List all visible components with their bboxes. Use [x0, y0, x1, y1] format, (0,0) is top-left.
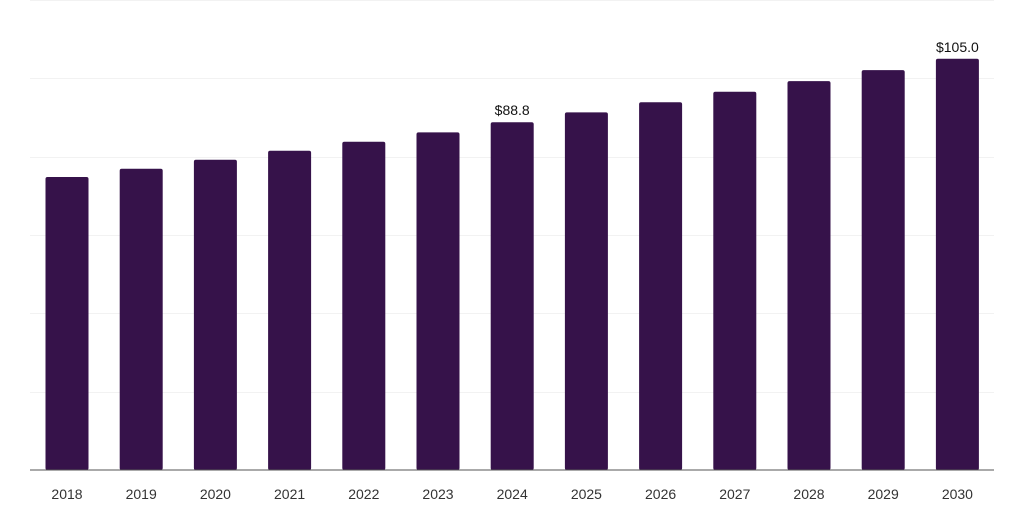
bar-2026	[639, 102, 683, 470]
x-tick-labels: 2018 2019 2020 2021 2022 2023 2024 2025 2026 2027…	[51, 486, 973, 502]
bar-2020	[193, 159, 237, 471]
bar-2022	[342, 141, 386, 471]
bar-2030	[935, 58, 979, 471]
x-tick-label-2018: 2018	[51, 486, 82, 502]
x-tick-label-2020: 2020	[200, 486, 231, 502]
x-tick-label-2029: 2029	[868, 486, 899, 502]
x-tick-label-2021: 2021	[274, 486, 305, 502]
x-tick-label-2028: 2028	[793, 486, 824, 502]
bar-2019	[119, 168, 163, 471]
bar-2023	[416, 132, 460, 470]
x-tick-label-2019: 2019	[126, 486, 157, 502]
bar-2028	[787, 81, 831, 470]
x-tick-label-2024: 2024	[497, 486, 528, 502]
x-tick-label-2022: 2022	[348, 486, 379, 502]
bar-2018	[45, 177, 89, 470]
bar-2024	[490, 122, 534, 470]
x-tick-label-2027: 2027	[719, 486, 750, 502]
bar-2021	[268, 150, 312, 471]
bar-2029	[861, 70, 905, 470]
bars	[45, 58, 979, 471]
x-tick-label-2023: 2023	[422, 486, 453, 502]
x-tick-label-2030: 2030	[942, 486, 973, 502]
data-label-2024: $88.8	[495, 102, 530, 118]
x-tick-label-2026: 2026	[645, 486, 676, 502]
x-tick-label-2025: 2025	[571, 486, 602, 502]
bar-2025	[564, 112, 608, 471]
data-labels: $88.8 $105.0	[495, 39, 979, 118]
bar-2027	[713, 91, 757, 470]
data-label-2030: $105.0	[936, 39, 979, 55]
